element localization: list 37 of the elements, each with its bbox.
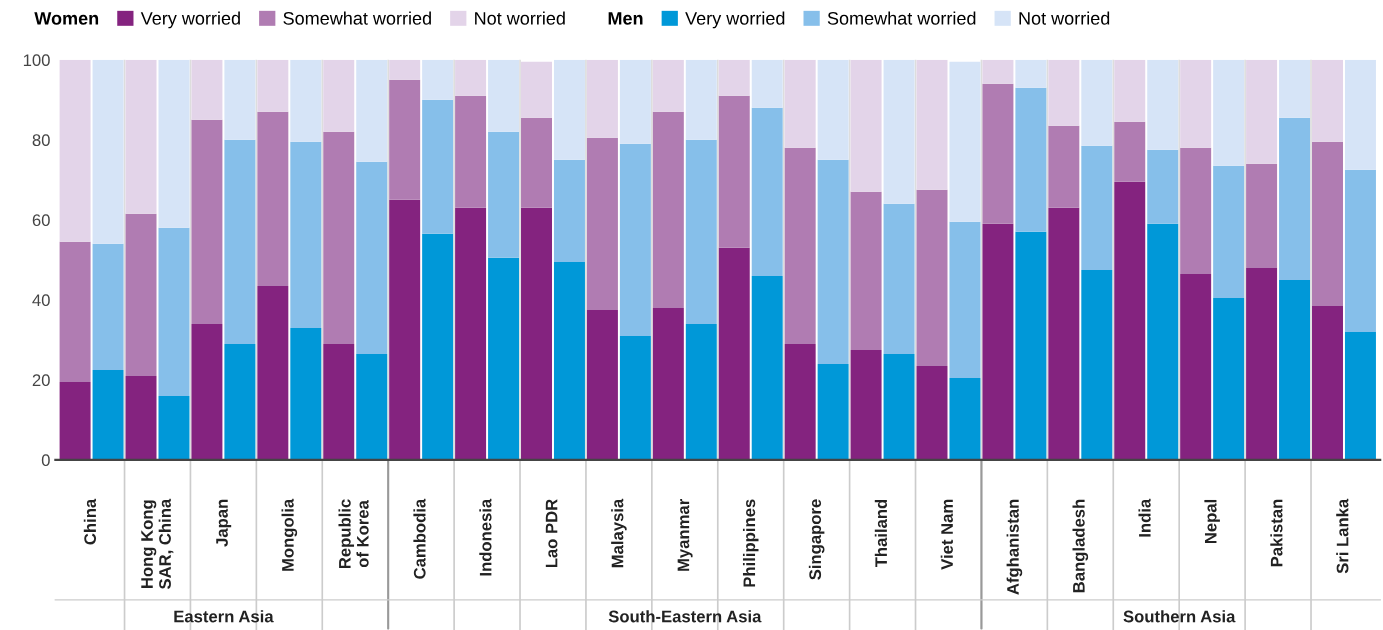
legend-label: Very worried [685,11,785,29]
x-tick-label: Singapore [808,499,825,580]
y-tick-label: 60 [32,214,50,227]
text: South-Eastern Asia [608,610,762,623]
x-tick-label: Afghanistan [1006,499,1023,595]
y-tick-label: 40 [32,294,50,307]
legend-label: Very worried [140,11,240,29]
y-tick-label: 0 [41,454,50,467]
legend-label: Somewhat worried [827,11,976,25]
text: Southern Asia [1123,610,1236,623]
x-tick-label: Malaysia [611,498,627,568]
text: Eastern Asia [174,610,274,623]
legend-label: Somewhat worried [283,11,431,25]
x-tick-label: Japan [216,499,232,547]
x-tick-label: Sri Lanka [1336,498,1349,574]
legend-label: Not worried [475,11,565,25]
x-tick-label: Republic of Korea [338,499,369,569]
text: Men [608,12,643,25]
x-tick-label: Viet Nam [940,499,953,570]
x-tick-label: Pakistan [1270,499,1283,567]
x-tick-label: Hong Kong SAR, China [141,498,174,590]
legend-label: Not worried [1019,11,1110,25]
x-tick-label: Myanmar [677,499,693,571]
x-tick-label: Lao PDR [545,499,558,568]
text: Women [34,12,99,25]
x-tick-label: Philippines [742,499,759,587]
y-tick-label: 20 [32,374,50,387]
x-tick-label: China [83,498,97,545]
x-tick-label: Cambodia [413,498,426,579]
x-tick-label: Mongolia [281,498,298,571]
y-tick-label: 100 [23,54,50,67]
x-tick-label: Nepal [1204,499,1220,544]
x-tick-label: Indonesia [479,498,492,576]
x-tick-label: India [1138,498,1151,537]
x-tick-label: Bangladesh [1072,499,1089,593]
y-tick-label: 80 [32,134,50,147]
x-tick-label: Thailand [874,499,888,568]
